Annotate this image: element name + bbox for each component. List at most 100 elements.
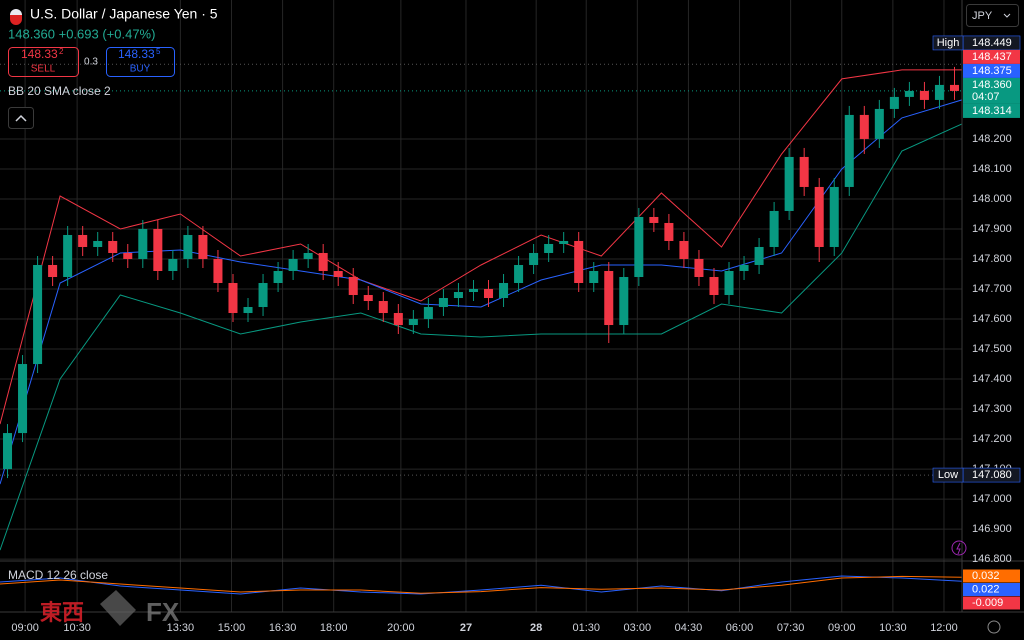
price-label: 148.437 [972, 51, 1012, 63]
y-tick-label: 146.900 [972, 523, 1012, 535]
candle-body [168, 258, 178, 271]
candle-body [859, 114, 869, 139]
watermark-right: FX [146, 597, 180, 627]
candle-body [288, 258, 298, 271]
candle-body [634, 216, 644, 277]
sell-sup: 2 [59, 47, 64, 56]
y-tick-label: 148.000 [972, 193, 1012, 205]
y-tick-label: 147.800 [972, 253, 1012, 265]
x-tick-label: 27 [460, 622, 472, 634]
watermark-left: 東西 [40, 600, 84, 625]
y-tick-label: 147.900 [972, 223, 1012, 235]
y-tick-label: 147.300 [972, 403, 1012, 415]
candle-body [213, 258, 223, 284]
x-tick-label: 18:00 [320, 622, 348, 634]
x-tick-label: 15:00 [218, 622, 246, 634]
candle-body [243, 307, 253, 314]
countdown-label: 04:07 [972, 91, 1000, 103]
x-tick-label: 03:00 [624, 622, 652, 634]
candle-body [889, 96, 899, 109]
candle-body [153, 228, 163, 271]
candle-body [649, 216, 659, 223]
macd-line [0, 575, 963, 594]
collapse-icon [15, 114, 27, 122]
price-label: 147.080 [972, 469, 1012, 481]
price-label-box [963, 77, 1020, 104]
currency-chevron [1003, 13, 1011, 18]
currency-label: JPY [972, 10, 993, 22]
candle-body [739, 264, 749, 271]
x-tick-label: 10:30 [63, 622, 91, 634]
candle-body [468, 289, 478, 293]
candle-body [333, 270, 343, 277]
candle-body [3, 433, 13, 470]
x-tick-label: 20:00 [387, 622, 415, 634]
flag-icon-part [10, 15, 22, 25]
y-tick-label: 147.400 [972, 373, 1012, 385]
price-label-box [963, 103, 1020, 118]
candle-body [393, 313, 403, 326]
candle-body [829, 186, 839, 247]
y-tick-label: 148.100 [972, 163, 1012, 175]
x-tick-label: 01:30 [572, 622, 600, 634]
spread: 0.3 [84, 57, 98, 68]
candle-body [423, 307, 433, 320]
buy-sup: 5 [156, 47, 161, 56]
candle-body [348, 276, 358, 296]
price-label-box [963, 49, 1020, 64]
candle-body [198, 234, 208, 259]
candle-body [18, 364, 28, 434]
collapse-button[interactable] [8, 107, 34, 129]
x-tick-label: 04:30 [675, 622, 703, 634]
macd-label-box [963, 596, 1020, 610]
macd-label: 0.032 [972, 570, 1000, 582]
x-tick-label: 09:00 [828, 622, 856, 634]
candle-body [709, 276, 719, 296]
candle-body [754, 246, 764, 265]
sell-button[interactable] [8, 47, 79, 77]
grid [0, 0, 962, 612]
candle-body [453, 292, 463, 299]
price-label: 148.449 [972, 37, 1012, 49]
candle-body [499, 283, 509, 299]
candle-body [814, 186, 824, 247]
price-label-box [963, 63, 1020, 78]
y-tick-label: 148.200 [972, 133, 1012, 145]
settings-icon[interactable] [987, 620, 1001, 634]
price-label: 148.314 [972, 105, 1012, 117]
candle-body [949, 84, 959, 91]
x-tick-label: 16:30 [269, 622, 297, 634]
candle-body [484, 289, 494, 299]
candle-body [604, 270, 614, 326]
candle-body [303, 252, 313, 259]
candle-body [63, 234, 73, 277]
symbol-title[interactable]: U.S. Dollar / Japanese Yen · 5 [30, 6, 218, 22]
alert-icon-bolt [956, 542, 961, 555]
candle-body [318, 252, 328, 271]
alert-icon[interactable] [951, 540, 967, 556]
bollinger-band [0, 69, 962, 425]
x-tick-label: 06:00 [726, 622, 754, 634]
quote: 148.360 +0.693 (+0.47%) [8, 26, 155, 41]
macd-legend[interactable]: MACD 12 26 close [8, 568, 108, 582]
candle-body [919, 90, 929, 100]
candle-body [408, 319, 418, 326]
candle-body [33, 264, 43, 365]
currency-button[interactable] [966, 4, 1019, 27]
candle-body [559, 240, 569, 244]
candle-body [438, 298, 448, 308]
x-tick-label: 28 [530, 622, 542, 634]
candle-body [183, 234, 193, 259]
candle-body [258, 283, 268, 308]
buy-button[interactable] [106, 47, 175, 77]
indicator-legend[interactable]: BB 20 SMA close 2 [8, 84, 111, 98]
y-tick-label: 146.800 [972, 553, 1012, 565]
buy-label: BUY [130, 64, 151, 75]
price-tag: High [937, 37, 960, 49]
sell-price: 148.33 [21, 47, 58, 61]
x-tick-label: 12:00 [930, 622, 958, 634]
buy-price: 148.33 [118, 47, 155, 61]
x-tick-label: 13:30 [167, 622, 195, 634]
